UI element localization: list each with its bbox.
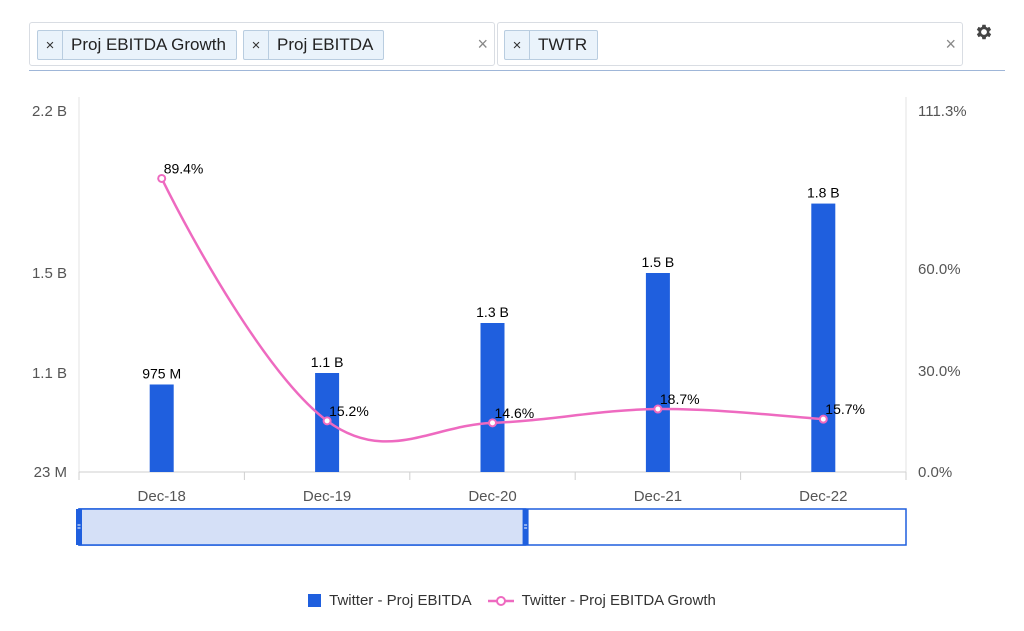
bar-data-label: 1.1 B (311, 354, 344, 370)
legend-label: Twitter - Proj EBITDA (329, 592, 472, 609)
chip-proj-ebitda-growth: × Proj EBITDA Growth (37, 30, 237, 60)
growth-point (322, 416, 332, 426)
bar-data-label: 975 M (142, 365, 181, 381)
line-data-label: 15.7% (825, 401, 865, 417)
legend-line-swatch (487, 595, 514, 606)
y-right-tick-label: 30.0% (918, 363, 961, 380)
y-left-tick-label: 23 M (34, 464, 67, 481)
chip-remove-icon[interactable]: × (38, 31, 63, 59)
x-tick-label: Dec-22 (799, 488, 847, 505)
line-data-label: 18.7% (660, 391, 700, 407)
y-right-tick-label: 60.0% (918, 261, 961, 278)
legend-item-proj-ebitda-growth[interactable]: Twitter - Proj EBITDA Growth (487, 592, 716, 609)
growth-point (488, 418, 497, 428)
navigator-selection[interactable] (78, 508, 527, 546)
gear-icon[interactable] (974, 22, 994, 42)
growth-point (157, 173, 167, 183)
navigator-handle-left[interactable] (76, 509, 82, 545)
metric-filter-box[interactable]: × Proj EBITDA Growth × Proj EBITDA × (29, 22, 495, 66)
line-data-label: 14.6% (495, 405, 535, 421)
chip-proj-ebitda: × Proj EBITDA (243, 30, 385, 60)
line-data-label: 89.4% (164, 160, 204, 176)
ticker-filter-box[interactable]: × TWTR × (497, 22, 963, 66)
x-tick-label: Dec-19 (303, 488, 351, 505)
clear-tickers-icon[interactable]: × (945, 34, 956, 54)
chip-twtr: × TWTR (504, 30, 599, 60)
clear-metrics-icon[interactable]: × (477, 34, 488, 54)
chip-label: TWTR (538, 35, 588, 54)
y-left-tick-label: 1.1 B (32, 365, 67, 382)
bar-data-label: 1.5 B (642, 254, 675, 270)
y-left-tick-label: 1.5 B (32, 265, 67, 282)
bar-data-label: 1.8 B (807, 185, 840, 201)
chip-label: Proj EBITDA Growth (71, 35, 226, 54)
filter-underline (29, 70, 1005, 71)
chip-remove-icon[interactable]: × (244, 31, 269, 59)
legend: Twitter - Proj EBITDA Twitter - Proj EBI… (0, 592, 1024, 609)
x-tick-label: Dec-20 (468, 488, 516, 505)
legend-item-proj-ebitda[interactable]: Twitter - Proj EBITDA (308, 592, 472, 609)
growth-line (160, 177, 824, 443)
growth-point (818, 414, 828, 424)
legend-bar-swatch (308, 594, 322, 607)
bar-data-label: 1.3 B (476, 304, 509, 320)
bar (480, 323, 505, 472)
y-right-tick-label: 111.3% (918, 103, 967, 120)
x-tick-label: Dec-18 (138, 488, 186, 505)
y-right-tick-label: 0.0% (918, 464, 952, 481)
y-left-tick-label: 2.2 B (32, 103, 67, 120)
chip-label: Proj EBITDA (277, 35, 374, 54)
bar (811, 203, 836, 473)
growth-point (653, 404, 663, 414)
chip-remove-icon[interactable]: × (505, 31, 530, 59)
navigator-handle-right[interactable] (522, 509, 529, 545)
line-data-label: 15.2% (329, 403, 369, 419)
legend-label: Twitter - Proj EBITDA Growth (521, 592, 716, 609)
x-tick-label: Dec-21 (634, 488, 682, 505)
bar (149, 384, 174, 472)
bar (645, 273, 670, 472)
